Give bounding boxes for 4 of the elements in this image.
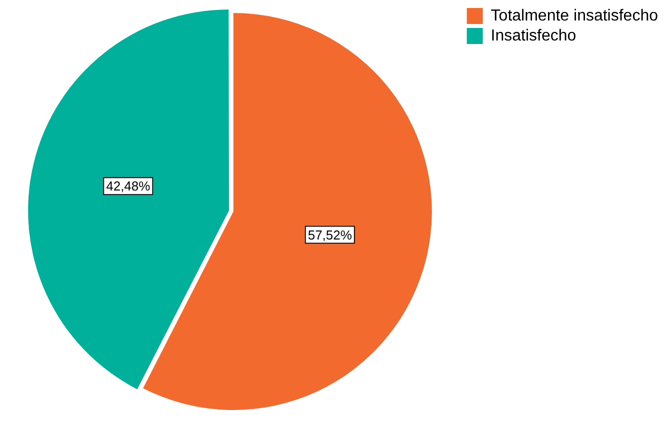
legend-label: Totalmente insatisfecho xyxy=(490,7,658,24)
data-label: 57,52% xyxy=(308,227,352,242)
legend-label: Insatisfecho xyxy=(490,27,576,44)
data-label: 42,48% xyxy=(106,178,151,194)
